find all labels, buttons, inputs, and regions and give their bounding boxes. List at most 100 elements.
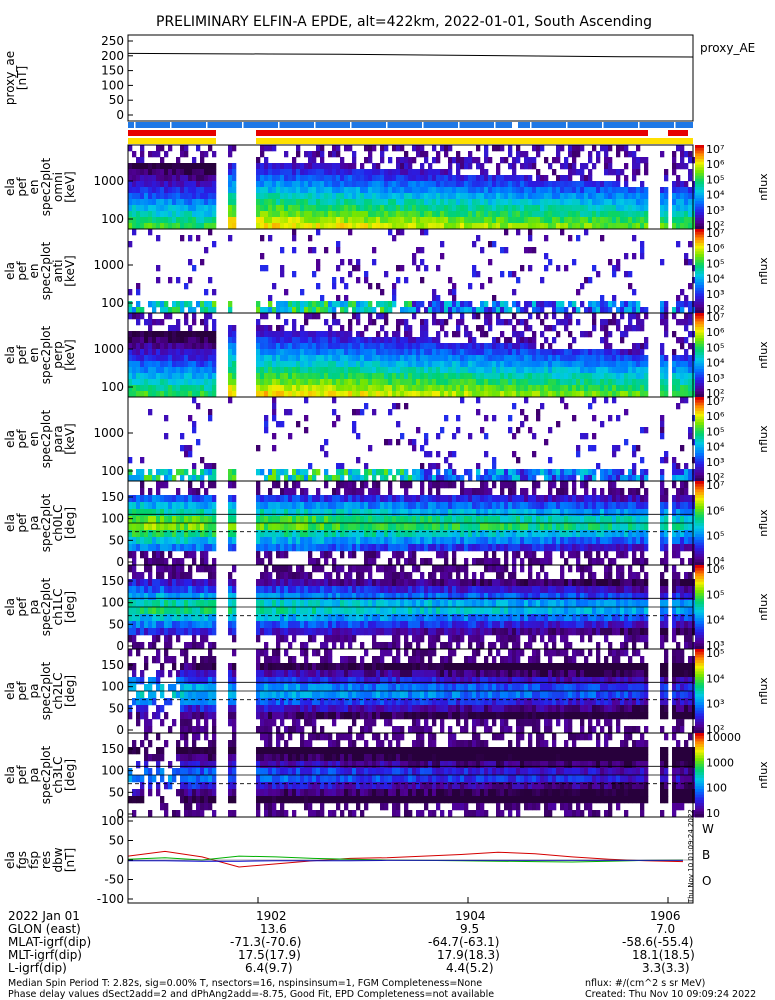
en-spec2plot-perp-cell — [464, 391, 469, 398]
en-spec2plot-perp-cell — [616, 391, 621, 398]
en-spec2plot-perp-cell — [372, 337, 377, 344]
en-spec2plot-anti-cell — [292, 307, 297, 314]
en-spec2plot-omni-cell — [576, 223, 581, 230]
en-spec2plot-perp-cell — [212, 349, 217, 356]
en-spec2plot-perp-cell — [320, 373, 325, 380]
en-spec2plot-omni-cell — [520, 217, 525, 224]
en-spec2plot-perp-cell — [200, 379, 205, 386]
en-spec2plot-perp-cell — [608, 373, 613, 380]
pa-spec2plot-ch0LC-cell — [404, 495, 409, 503]
pa-spec2plot-ch0LC-cell — [320, 551, 325, 559]
en-spec2plot-omni-cell — [468, 205, 473, 212]
en-spec2plot-omni-cell — [208, 211, 213, 218]
pa-spec2plot-ch0LC-cell — [480, 537, 485, 545]
en-spec2plot-para-cell — [200, 475, 205, 482]
en-spec2plot-perp-cell — [636, 379, 641, 386]
en-spec2plot-perp-cell — [464, 343, 469, 350]
en-spec2plot-perp-cell — [232, 355, 237, 362]
en-spec2plot-omni-cell — [280, 211, 285, 218]
en-spec2plot-omni-cell — [692, 181, 697, 188]
en-spec2plot-omni-ylabel-line: ela — [3, 178, 17, 196]
en-spec2plot-perp-cell — [184, 313, 189, 320]
en-spec2plot-perp-cell — [356, 313, 361, 320]
pa-spec2plot-ch0LC-cell — [192, 544, 197, 552]
en-spec2plot-perp-cell — [600, 349, 605, 356]
en-spec2plot-anti-cell — [596, 307, 601, 314]
en-spec2plot-omni-cell — [500, 187, 505, 194]
en-spec2plot-perp-cell — [680, 319, 685, 326]
en-spec2plot-perp-cell — [568, 367, 573, 374]
en-spec2plot-perp-cell — [268, 337, 273, 344]
en-spec2plot-perp-cell — [412, 313, 417, 320]
en-spec2plot-anti-cell — [472, 241, 477, 248]
pa-spec2plot-ch0LC-cell — [360, 516, 365, 524]
en-spec2plot-perp-cell — [564, 385, 569, 392]
pa-spec2plot-ch0LC-cell — [312, 516, 317, 524]
en-spec2plot-omni-cell — [464, 205, 469, 212]
en-spec2plot-para-cell — [272, 445, 277, 452]
en-spec2plot-omni-cell — [660, 187, 665, 194]
pa-spec2plot-ch0LC-cell — [372, 551, 377, 559]
en-spec2plot-perp-cell — [420, 319, 425, 326]
pa-spec2plot-ch0LC-cell — [516, 502, 521, 510]
en-spec2plot-anti-cell — [424, 265, 429, 272]
pa-spec2plot-ch0LC-cell — [400, 530, 405, 538]
pa-spec2plot-ch0LC-cell — [496, 495, 501, 503]
en-spec2plot-omni-cell — [624, 163, 629, 170]
en-spec2plot-perp-cell — [544, 355, 549, 362]
en-spec2plot-omni-cell — [540, 223, 545, 230]
en-spec2plot-anti-cell — [676, 307, 681, 314]
en-spec2plot-para-cell — [564, 469, 569, 476]
en-spec2plot-omni-cell — [468, 163, 473, 170]
en-spec2plot-perp-cell — [412, 367, 417, 374]
en-spec2plot-anti-cell — [544, 265, 549, 272]
en-spec2plot-omni-cell — [484, 193, 489, 200]
pa-spec2plot-ch0LC-cell — [448, 502, 453, 510]
pa-spec2plot-ch0LC-cell — [460, 502, 465, 510]
pa-spec2plot-ch0LC-cell — [332, 488, 337, 496]
en-spec2plot-perp-cell — [268, 367, 273, 374]
pa-spec2plot-ch0LC-cell — [232, 481, 237, 489]
en-spec2plot-omni-cell — [144, 199, 149, 206]
en-spec2plot-omni-cell — [152, 151, 157, 158]
en-spec2plot-perp-cell — [468, 373, 473, 380]
en-spec2plot-omni-cell — [320, 145, 325, 152]
en-spec2plot-perp-cell — [280, 325, 285, 332]
pa-spec2plot-ch0LC-cell — [468, 495, 473, 503]
pa-spec2plot-ch0LC-cell — [508, 544, 513, 552]
en-spec2plot-perp-cell — [536, 313, 541, 320]
en-spec2plot-omni-cell — [152, 217, 157, 224]
en-spec2plot-omni-cell — [664, 205, 669, 212]
en-spec2plot-omni-cell — [556, 181, 561, 188]
pa-spec2plot-ch0LC-cell — [148, 495, 153, 503]
en-spec2plot-omni-cell — [356, 205, 361, 212]
pa-spec2plot-ch0LC-cell — [312, 530, 317, 538]
en-spec2plot-para-colorbar-segment — [695, 399, 704, 404]
en-spec2plot-perp-cell — [384, 319, 389, 326]
en-spec2plot-perp-cell — [664, 331, 669, 338]
pa-spec2plot-ch0LC-cell — [148, 537, 153, 545]
en-spec2plot-para-cell — [400, 475, 405, 482]
en-spec2plot-para-cell — [324, 469, 329, 476]
pa-spec2plot-ch0LC-cell — [304, 544, 309, 552]
pa-spec2plot-ch0LC-cell — [520, 530, 525, 538]
pa-spec2plot-ch0LC-cell — [264, 530, 269, 538]
en-spec2plot-anti-cell — [196, 301, 201, 308]
pa-spec2plot-ch0LC-cell — [448, 537, 453, 545]
en-spec2plot-omni-cell — [332, 199, 337, 206]
en-spec2plot-anti-colorbar-tick: 10⁵ — [706, 257, 724, 270]
en-spec2plot-omni-cell — [664, 187, 669, 194]
en-spec2plot-perp-cell — [624, 373, 629, 380]
proxy-ae-line — [127, 52, 694, 58]
en-spec2plot-anti-cell — [628, 301, 633, 308]
en-spec2plot-perp-cell — [556, 319, 561, 326]
pa-spec2plot-ch0LC-cell — [316, 516, 321, 524]
en-spec2plot-anti-colorbar-segment — [695, 304, 704, 308]
en-spec2plot-para-cell — [660, 433, 665, 440]
pa-spec2plot-ch0LC-cell — [260, 495, 265, 503]
en-spec2plot-para-cell — [680, 397, 685, 404]
en-spec2plot-omni-cell — [168, 223, 173, 230]
en-spec2plot-anti-cell — [692, 265, 697, 272]
en-spec2plot-omni-cell — [172, 199, 177, 206]
pa-spec2plot-ch0LC-cell — [204, 516, 209, 524]
